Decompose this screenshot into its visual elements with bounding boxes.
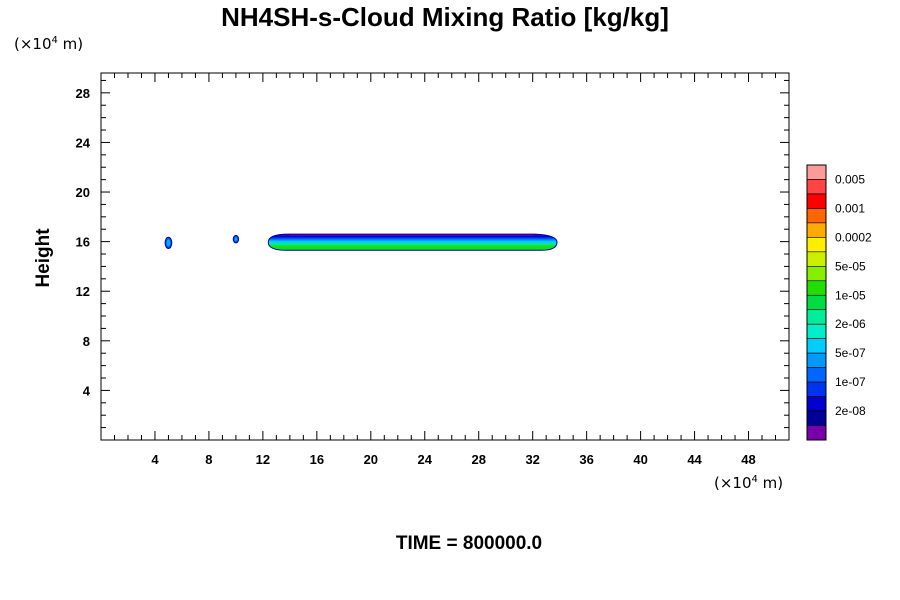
colorbar: 0.005 0.001 0.0002 5e-05 1e-05 2e-06 5e-07 1e-0… — [806, 164, 872, 441]
colorbar-swatch — [806, 251, 827, 267]
y-tick-label: 16 — [76, 235, 90, 250]
x-axis: 4 8 12 16 20 24 28 32 36 40 44 48 — [113, 73, 777, 467]
x-tick-label: 36 — [579, 452, 593, 467]
colorbar-swatch — [806, 352, 827, 368]
y-tick-label: 8 — [83, 334, 90, 349]
x-tick-label: 40 — [633, 452, 647, 467]
colorbar-label: 5e-05 — [835, 259, 866, 273]
y-axis: 4 8 12 16 20 24 28 — [76, 79, 789, 429]
cloud-layer-main — [267, 233, 558, 251]
plot-frame — [100, 72, 790, 441]
x-axis-unit: (×104 m) — [714, 474, 783, 492]
colorbar-label: 1e-07 — [835, 375, 866, 389]
colorbar-swatch — [806, 266, 827, 282]
x-tick-label: 4 — [151, 452, 159, 467]
colorbar-swatch — [806, 208, 827, 224]
colorbar-swatch — [806, 396, 827, 412]
plot-area — [100, 72, 790, 441]
colorbar-swatch — [806, 323, 827, 339]
colorbar-swatch — [806, 280, 827, 296]
colorbar-swatch — [806, 193, 827, 209]
x-tick-label: 16 — [310, 452, 324, 467]
colorbar-swatch — [806, 309, 827, 325]
chart-title: NH4SH-s-Cloud Mixing Ratio [kg/kg] — [221, 2, 669, 32]
colorbar-swatch — [806, 222, 827, 238]
colorbar-label: 5e-07 — [835, 346, 866, 360]
y-axis-label: Height — [33, 228, 54, 288]
x-tick-label: 24 — [418, 452, 433, 467]
y-axis-unit: (×104 m) — [14, 35, 83, 53]
colorbar-swatch — [806, 410, 827, 426]
time-label: TIME = 800000.0 — [396, 533, 542, 554]
x-tick-label: 44 — [687, 452, 702, 467]
colorbar-swatch — [806, 381, 827, 397]
colorbar-swatch — [806, 294, 827, 311]
x-tick-label: 32 — [525, 452, 539, 467]
colorbar-swatch — [806, 338, 827, 354]
colorbar-label: 0.0002 — [835, 230, 872, 244]
y-tick-label: 12 — [76, 284, 90, 299]
y-tick-label: 28 — [76, 86, 90, 101]
colorbar-label: 1e-05 — [835, 288, 866, 302]
colorbar-swatch — [806, 179, 827, 195]
y-tick-label: 4 — [83, 383, 91, 398]
x-tick-label: 12 — [256, 452, 270, 467]
colorbar-label: 2e-08 — [835, 404, 866, 418]
colorbar-label: 0.005 — [835, 172, 865, 186]
x-tick-label: 8 — [205, 452, 212, 467]
x-tick-label: 20 — [364, 452, 378, 467]
colorbar-frame — [806, 164, 827, 441]
colorbar-swatch — [806, 164, 827, 180]
colorbar-swatch — [806, 237, 827, 253]
colorbar-swatch — [806, 367, 827, 383]
x-tick-label: 48 — [741, 452, 755, 467]
x-tick-label: 28 — [471, 452, 485, 467]
cloud-blob-core — [234, 237, 238, 241]
y-tick-label: 24 — [76, 135, 91, 150]
colorbar-label: 0.001 — [835, 201, 865, 215]
y-tick-label: 20 — [76, 185, 90, 200]
colorbar-label: 2e-06 — [835, 317, 866, 331]
cloud-blob-core — [166, 239, 171, 247]
colorbar-swatch — [806, 425, 827, 441]
